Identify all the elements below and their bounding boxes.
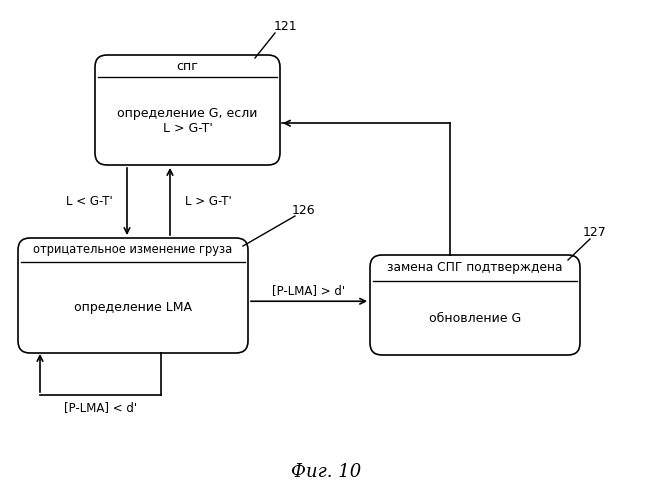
Text: L < G-T': L < G-T' <box>65 195 112 208</box>
Text: [P-LMA] > d': [P-LMA] > d' <box>272 284 345 296</box>
Text: определение G, если
L > G-T': определение G, если L > G-T' <box>118 107 258 135</box>
Text: 127: 127 <box>583 226 607 239</box>
Text: обновление G: обновление G <box>429 312 521 324</box>
FancyBboxPatch shape <box>95 55 280 165</box>
Text: отрицательное изменение груза: отрицательное изменение груза <box>33 244 232 256</box>
Text: L > G-T': L > G-T' <box>185 195 231 208</box>
FancyBboxPatch shape <box>18 238 248 353</box>
Text: 126: 126 <box>291 204 315 216</box>
FancyBboxPatch shape <box>370 255 580 355</box>
Text: замена СПГ подтверждена: замена СПГ подтверждена <box>387 262 563 274</box>
Text: 121: 121 <box>273 20 297 34</box>
Text: [P-LMA] < d': [P-LMA] < d' <box>64 402 137 414</box>
Text: Фиг. 10: Фиг. 10 <box>291 463 361 481</box>
Text: спг: спг <box>176 60 199 72</box>
Text: определение LMA: определение LMA <box>74 301 192 314</box>
